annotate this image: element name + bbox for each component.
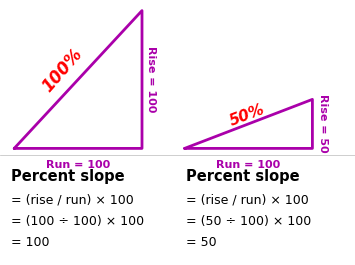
- Text: 100%: 100%: [38, 45, 86, 96]
- Text: = (rise / run) × 100: = (rise / run) × 100: [11, 193, 133, 207]
- Text: Run = 100: Run = 100: [217, 160, 280, 170]
- Text: Run = 100: Run = 100: [46, 160, 110, 170]
- Text: Rise = 50: Rise = 50: [318, 94, 328, 153]
- Text: = (100 ÷ 100) × 100: = (100 ÷ 100) × 100: [11, 215, 144, 228]
- Text: = (rise / run) × 100: = (rise / run) × 100: [186, 193, 309, 207]
- Text: = 50: = 50: [186, 236, 217, 249]
- Text: 50%: 50%: [227, 102, 267, 129]
- Text: = 100: = 100: [11, 236, 49, 249]
- Text: Percent slope: Percent slope: [11, 169, 124, 184]
- Text: Rise = 100: Rise = 100: [146, 46, 156, 113]
- Text: Percent slope: Percent slope: [186, 169, 300, 184]
- Text: = (50 ÷ 100) × 100: = (50 ÷ 100) × 100: [186, 215, 312, 228]
